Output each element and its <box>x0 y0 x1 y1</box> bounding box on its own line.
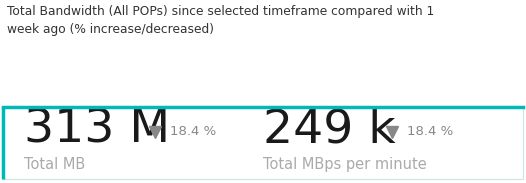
Text: Total MBps per minute: Total MBps per minute <box>263 157 427 172</box>
Text: 313 M: 313 M <box>24 108 170 153</box>
Text: 249 k: 249 k <box>263 108 396 153</box>
Bar <box>3 107 523 179</box>
Text: 18.4 %: 18.4 % <box>170 125 216 138</box>
Text: 18.4 %: 18.4 % <box>407 125 453 138</box>
Text: Total MB: Total MB <box>24 157 85 172</box>
Text: Total Bandwidth (All POPs) since selected timeframe compared with 1
week ago (% : Total Bandwidth (All POPs) since selecte… <box>7 5 434 36</box>
